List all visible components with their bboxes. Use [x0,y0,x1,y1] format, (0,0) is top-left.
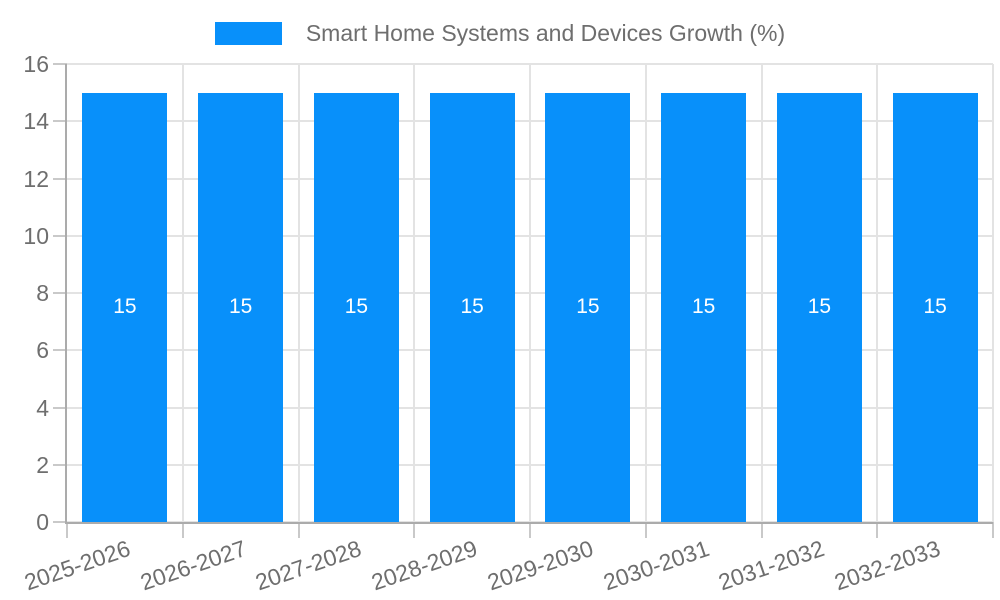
bar-value-label: 15 [807,295,832,319]
bar[interactable]: 15 [313,92,399,522]
bar-value-label: 15 [576,295,600,319]
y-tick-mark [53,521,67,523]
bar-value-label: 15 [460,295,484,319]
legend-label: Smart Home Systems and Devices Growth (%… [305,20,786,46]
bar[interactable]: 15 [545,92,631,522]
x-tick-mark [529,522,531,538]
x-tick-mark [181,522,184,538]
bar[interactable]: 15 [661,92,747,522]
y-tick-label: 2 [36,451,49,478]
y-tick-mark [53,292,67,294]
y-tick-mark [53,120,67,123]
legend[interactable]: Smart Home Systems and Devices Growth (%… [0,20,1000,47]
bar-value-label: 15 [691,295,716,319]
y-tick-label: 0 [36,509,49,535]
y-tick-mark [53,406,67,409]
y-tick-label: 8 [36,280,49,306]
x-tick-mark [297,522,300,538]
x-tick-mark [66,522,68,538]
gridline-v [413,64,416,522]
bar-value-label: 15 [228,295,253,319]
legend-swatch[interactable] [214,22,282,45]
bar[interactable]: 15 [776,92,862,522]
y-tick-label: 6 [36,337,49,364]
y-tick-mark [53,463,67,466]
gridline-v [297,64,300,522]
bar[interactable]: 15 [198,92,284,522]
gridline-v [876,64,879,522]
y-tick-mark [53,349,67,352]
x-tick-mark [413,522,416,538]
bar-value-label: 15 [344,295,369,319]
y-tick-mark [53,177,67,180]
gridline-v [760,64,763,522]
gridline-v [992,64,994,522]
y-tick-mark [53,234,67,237]
y-tick-label: 16 [23,51,49,77]
y-tick-label: 10 [23,222,49,249]
bar-value-label: 15 [923,295,947,319]
y-tick-label: 12 [23,165,49,192]
x-tick-mark [992,522,994,538]
y-tick-mark [53,63,67,65]
x-tick-mark [760,522,763,538]
x-axis-line [65,522,993,524]
y-tick-label: 14 [23,108,49,135]
bar[interactable]: 15 [892,92,978,522]
y-axis-line [65,64,67,524]
gridline-v [529,64,531,522]
gridline-v [181,64,184,522]
x-tick-mark [644,522,647,538]
gridline-v [644,64,647,522]
bar-value-label: 15 [113,295,137,319]
y-tick-label: 4 [36,394,49,421]
x-tick-mark [876,522,879,538]
bar[interactable]: 15 [82,92,168,522]
bar[interactable]: 15 [429,92,515,522]
